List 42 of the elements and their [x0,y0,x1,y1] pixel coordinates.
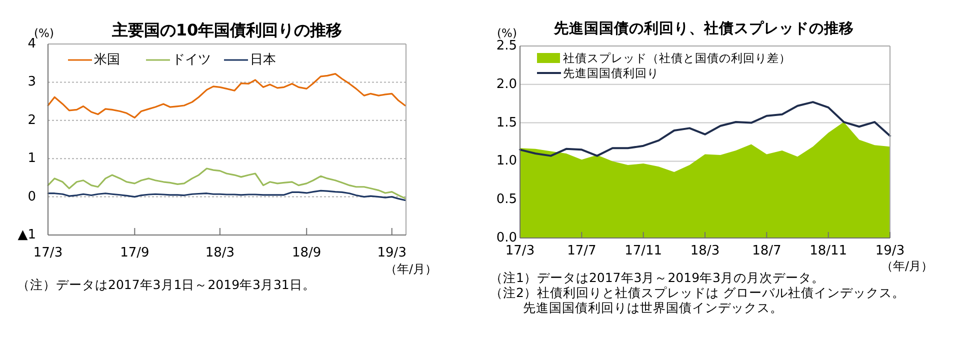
legend-label: 日本 [250,52,276,68]
x-tick-label: 17/3 [33,246,63,260]
legend-label: ドイツ [172,52,211,68]
x-tick-label: 19/3 [875,244,905,258]
y-axis-title: (%) [497,26,517,40]
chart-title: 先進国国債の利回り、社債スプレッドの推移 [553,20,854,37]
legend-label: 米国 [94,52,120,68]
text: （注）データは2017年3月1日～2019年3月31日。 [17,277,316,292]
y-tick-label: 2 [28,112,36,128]
line-series [47,73,406,119]
y-tick-label: 4 [28,36,36,52]
x-tick-label: 18/11 [810,244,848,258]
y-axis-title: (%) [34,26,54,40]
x-tick-label: 17/3 [505,244,535,258]
x-tick-label: 18/3 [205,246,235,260]
legend-label: 先進国国債利回り [563,66,659,80]
line-series [519,101,891,157]
x-tick-label: 18/3 [690,244,720,258]
y-tick-label: 3 [28,74,36,90]
x-axis-title: （年/月） [384,262,437,276]
y-tick-label: 2.5 [496,38,517,54]
x-tick-label: 17/7 [567,244,596,258]
line-series [47,190,406,202]
text: （注2）社債利回りと社債スプレッドは グローバル社債インデックス。先進国国債利回りは世界国債インデックス。 [490,285,906,315]
legend-label: 社債スプレッド（社債と国債の利回り差） [563,51,791,65]
line-series [47,168,406,200]
y-tick-label: 2.0 [496,76,517,92]
x-tick-label: 18/7 [752,244,782,258]
y-tick-label: 0.0 [496,230,517,246]
x-axis-title: （年/月） [880,259,933,273]
y-tick-label: ▲1 [18,228,36,242]
y-tick-label: 1 [28,151,36,166]
y-tick-label: 1.0 [496,154,517,169]
x-tick-label: 18/9 [292,246,322,260]
y-tick-label: 0 [28,189,36,204]
x-tick-label: 19/3 [377,246,406,260]
x-tick-label: 17/11 [624,244,662,258]
x-tick-label: 17/9 [120,246,150,260]
y-tick-label: 1.5 [496,115,517,130]
text: （注1）データは2017年3月～2019年3月の月次データ。 [490,270,824,285]
y-tick-label: 0.5 [496,192,517,208]
chart-title: 主要国の10年国債利回りの推移 [110,20,342,40]
